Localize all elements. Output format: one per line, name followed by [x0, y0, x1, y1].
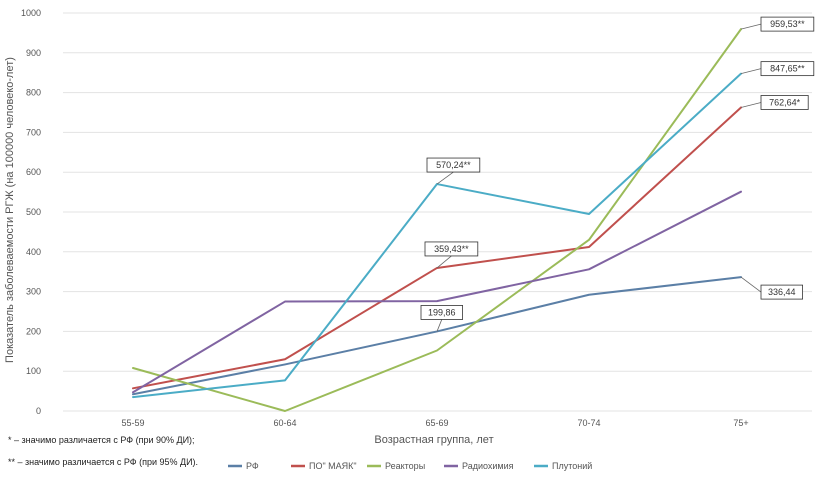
- callout: 959,53**: [740, 16, 815, 32]
- callout-box: [420, 305, 463, 320]
- y-tick-label: 300: [26, 287, 41, 297]
- series-line-1: [132, 276, 742, 396]
- callout-label: 762,64*: [769, 97, 801, 107]
- legend-item-1: РФ: [228, 461, 259, 471]
- y-tick-label: 500: [26, 207, 41, 217]
- y-tick-label: 400: [26, 247, 41, 257]
- x-axis-ticks: 55-59 60-64 65-69 70-74 75+: [121, 418, 748, 428]
- callout-box: [760, 95, 809, 110]
- callout-leader: [436, 171, 454, 185]
- legend-label: РФ: [246, 461, 259, 471]
- callout-leader: [436, 319, 443, 332]
- callout: 762,64*: [740, 95, 809, 110]
- legend-label: ПО" МАЯК": [309, 461, 357, 471]
- callout-leader: [740, 102, 762, 108]
- series-line-4: [132, 190, 742, 394]
- y-tick-label: 900: [26, 48, 41, 58]
- callout-label: 570,24**: [436, 160, 471, 170]
- callout-label: 359,43**: [434, 244, 469, 254]
- legend-item-5: Плутоний: [534, 461, 592, 471]
- series-line-5: [132, 72, 742, 399]
- callout: 199,86: [420, 305, 463, 332]
- legend-item-2: ПО" МАЯК": [291, 461, 357, 471]
- x-tick-label: 55-59: [121, 418, 144, 428]
- legend-label: Реакторы: [385, 461, 425, 471]
- callout-box: [760, 284, 803, 300]
- y-tick-label: 700: [26, 127, 41, 137]
- y-tick-label: 0: [36, 406, 41, 416]
- y-tick-label: 1000: [21, 8, 41, 18]
- callout-label: 959,53**: [770, 19, 805, 29]
- callout: 847,65**: [740, 61, 815, 77]
- legend-label: Плутоний: [552, 461, 592, 471]
- series-lines: [132, 28, 742, 412]
- callout-box: [426, 157, 481, 173]
- footnote-95-ci: ** – значимо различается с РФ (при 95% Д…: [8, 457, 199, 467]
- callout: 359,43**: [424, 241, 479, 269]
- callout-label: 199,86: [428, 307, 456, 317]
- callout-label: 847,65**: [770, 64, 805, 74]
- x-tick-label: 60-64: [273, 418, 296, 428]
- x-tick-label: 75+: [733, 418, 748, 428]
- callout-box: [760, 16, 815, 32]
- x-tick-label: 70-74: [577, 418, 600, 428]
- callout-leader: [436, 255, 452, 269]
- callout: 336,44: [740, 276, 803, 300]
- x-axis-title: Возрастная группа, лет: [374, 434, 493, 446]
- callout-leader: [740, 68, 762, 75]
- y-axis-title: Показатель заболеваемости РГЖ (на 100000…: [4, 57, 16, 363]
- data-callouts: 570,24** 359,43** 199,86 959,53** 847,65** 76…: [420, 16, 815, 332]
- y-tick-label: 600: [26, 167, 41, 177]
- series-line-3: [132, 28, 742, 412]
- callout-box: [760, 61, 815, 77]
- callout-leader: [740, 276, 762, 293]
- callout: 570,24**: [426, 157, 481, 185]
- legend: РФ ПО" МАЯК" Реакторы Радиохимия Плутоний: [228, 461, 592, 471]
- legend-item-3: Реакторы: [367, 461, 425, 471]
- y-tick-label: 800: [26, 88, 41, 98]
- x-tick-label: 65-69: [425, 418, 448, 428]
- legend-item-4: Радиохимия: [444, 461, 514, 471]
- legend-label: Радиохимия: [462, 461, 514, 471]
- y-axis-ticks: 0 100 200 300 400 500 600 700 800 900 1000: [21, 8, 41, 416]
- y-tick-label: 200: [26, 326, 41, 336]
- callout-box: [424, 241, 479, 257]
- y-tick-label: 100: [26, 366, 41, 376]
- callout-leader: [740, 23, 762, 30]
- footnote-90-ci: * – значимо различается с РФ (при 90% ДИ…: [8, 435, 195, 445]
- callout-label: 336,44: [768, 287, 796, 297]
